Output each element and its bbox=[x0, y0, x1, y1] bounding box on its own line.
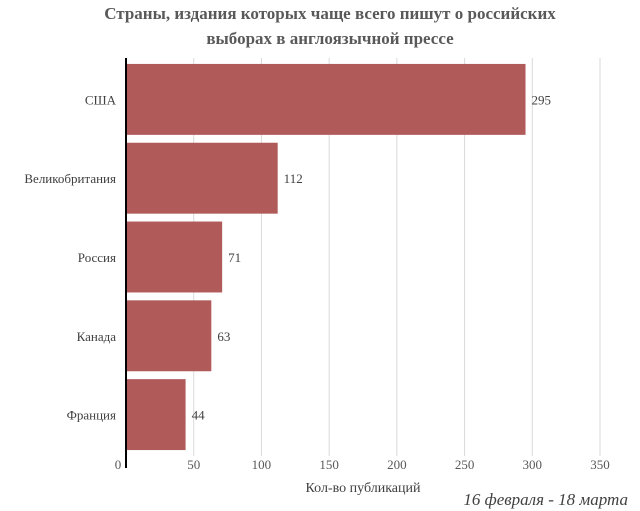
x-axis-title: Кол-во публикаций bbox=[306, 481, 421, 496]
x-tick-label: 100 bbox=[252, 457, 272, 472]
bar bbox=[127, 221, 223, 293]
bar bbox=[127, 142, 278, 214]
bar bbox=[127, 300, 212, 372]
category-label: Россия bbox=[78, 250, 116, 265]
data-label: 112 bbox=[284, 171, 303, 186]
bar bbox=[127, 379, 186, 451]
chart-title-line-2: выборах в англоязычной прессе bbox=[206, 29, 454, 48]
data-labels: 295 112 71 63 44 bbox=[192, 92, 551, 422]
date-range-note: 16 февраля - 18 марта bbox=[463, 490, 628, 509]
category-label: США bbox=[85, 92, 117, 107]
category-label: Франция bbox=[67, 408, 116, 423]
category-labels: США Великобритания Россия Канада Франция bbox=[24, 92, 116, 422]
chart-title-line-1: Страны, издания которых чаще всего пишут… bbox=[104, 4, 556, 23]
data-label: 295 bbox=[532, 92, 552, 107]
data-label: 63 bbox=[217, 329, 230, 344]
x-tick-label: 50 bbox=[187, 457, 200, 472]
x-tick-label: 250 bbox=[455, 457, 475, 472]
x-tick-label: 150 bbox=[319, 457, 339, 472]
data-label: 71 bbox=[228, 250, 241, 265]
data-label: 44 bbox=[192, 408, 206, 423]
category-label: Канада bbox=[77, 329, 117, 344]
x-tick-label: 350 bbox=[590, 457, 610, 472]
x-tick-label: 200 bbox=[387, 457, 407, 472]
x-tick-label: 300 bbox=[523, 457, 543, 472]
x-tick-labels: 0 50 100 150 200 250 300 350 bbox=[115, 457, 610, 472]
chart-title: Страны, издания которых чаще всего пишут… bbox=[104, 4, 556, 48]
bars bbox=[127, 63, 526, 451]
category-label: Великобритания bbox=[24, 171, 116, 186]
bar bbox=[127, 63, 526, 135]
x-tick-label: 0 bbox=[115, 457, 122, 472]
